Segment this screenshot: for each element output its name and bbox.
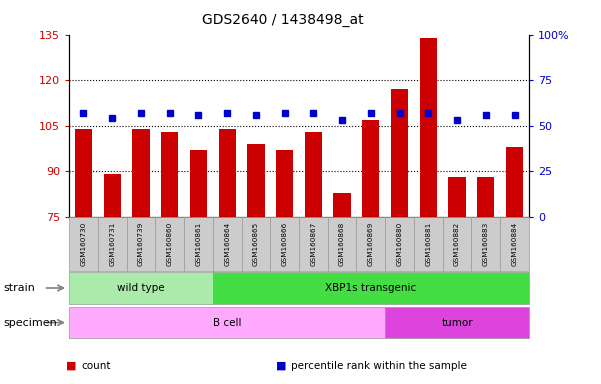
Bar [506, 147, 523, 217]
Bar [242, 217, 270, 271]
Text: specimen: specimen [3, 318, 56, 328]
Bar [299, 217, 328, 271]
Text: percentile rank within the sample: percentile rank within the sample [291, 361, 468, 371]
Bar [477, 177, 495, 217]
Bar [213, 273, 529, 303]
Text: tumor: tumor [441, 318, 473, 328]
Bar [414, 217, 443, 271]
Bar [356, 217, 385, 271]
Bar [75, 129, 92, 217]
Bar [127, 217, 155, 271]
Text: GSM160884: GSM160884 [511, 222, 517, 266]
Bar [270, 217, 299, 271]
Bar [328, 217, 356, 271]
Text: XBP1s transgenic: XBP1s transgenic [325, 283, 416, 293]
Text: count: count [81, 361, 111, 371]
Text: GSM160880: GSM160880 [397, 222, 403, 266]
Bar [362, 120, 379, 217]
Bar [391, 89, 408, 217]
Bar [219, 129, 236, 217]
Bar [184, 217, 213, 271]
Text: GSM160731: GSM160731 [109, 222, 115, 266]
Text: GSM160867: GSM160867 [310, 222, 316, 266]
Text: GSM160861: GSM160861 [195, 222, 201, 266]
Bar [276, 150, 293, 217]
Text: GSM160865: GSM160865 [253, 222, 259, 266]
Bar [213, 217, 242, 271]
Text: GSM160881: GSM160881 [426, 222, 432, 266]
Bar [443, 217, 471, 271]
Bar [69, 217, 98, 271]
Text: GDS2640 / 1438498_at: GDS2640 / 1438498_at [202, 13, 363, 27]
Text: B cell: B cell [213, 318, 242, 328]
Bar [385, 217, 414, 271]
Text: GSM160882: GSM160882 [454, 222, 460, 266]
Text: GSM160739: GSM160739 [138, 222, 144, 266]
Bar [385, 307, 529, 338]
Bar [155, 217, 184, 271]
Text: GSM160730: GSM160730 [81, 222, 87, 266]
Bar [190, 150, 207, 217]
Bar [448, 177, 466, 217]
Bar [247, 144, 264, 217]
Bar [161, 132, 178, 217]
Bar [132, 129, 150, 217]
Text: GSM160869: GSM160869 [368, 222, 374, 266]
Text: GSM160860: GSM160860 [166, 222, 172, 266]
Bar [419, 38, 437, 217]
Bar [103, 174, 121, 217]
Bar [334, 193, 351, 217]
Bar [69, 273, 213, 303]
Text: strain: strain [3, 283, 35, 293]
Text: ■: ■ [66, 361, 76, 371]
Text: GSM160866: GSM160866 [282, 222, 288, 266]
Text: GSM160868: GSM160868 [339, 222, 345, 266]
Text: GSM160864: GSM160864 [224, 222, 230, 266]
Text: ■: ■ [276, 361, 287, 371]
Text: GSM160883: GSM160883 [483, 222, 489, 266]
Bar [305, 132, 322, 217]
Text: wild type: wild type [117, 283, 165, 293]
Bar [69, 307, 385, 338]
Bar [471, 217, 500, 271]
Bar [500, 217, 529, 271]
Bar [98, 217, 127, 271]
